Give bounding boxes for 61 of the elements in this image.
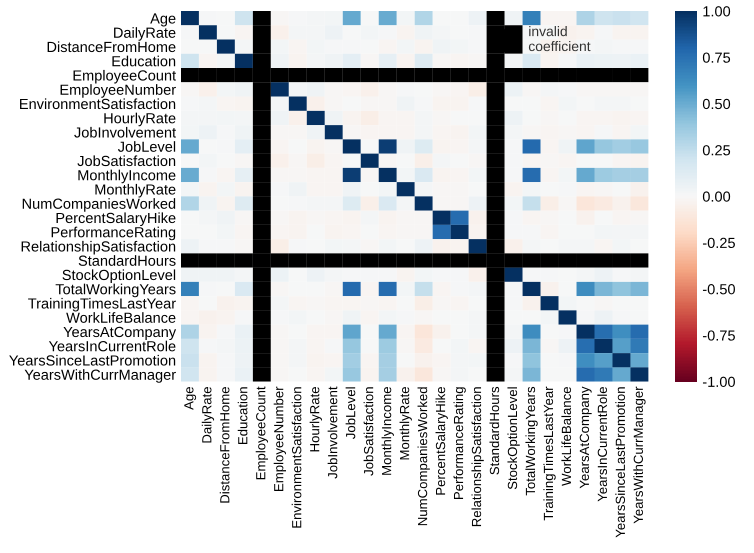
color-bar-label: -0.25 bbox=[702, 238, 735, 248]
x-tick-label: JobInvolvement bbox=[328, 386, 338, 479]
x-tick-label: YearsSinceLastPromotion bbox=[615, 387, 626, 538]
y-tick-label: YearsInCurrentRole bbox=[48, 340, 176, 352]
y-tick-label: EmployeeCount bbox=[74, 70, 176, 84]
x-tick-label: MonthlyRate bbox=[400, 387, 412, 460]
y-tick-label: DailyRate bbox=[114, 27, 176, 41]
y-tick-label: TotalWorkingYears bbox=[56, 284, 176, 298]
y-tick-label: JobSatisfaction bbox=[77, 155, 176, 166]
y-tick-label: JobInvolvement bbox=[74, 126, 176, 138]
x-tick-label: YearsInCurrentRole bbox=[597, 387, 608, 502]
y-tick-label: EmployeeNumber bbox=[60, 84, 176, 98]
x-tick-label: NumCompaniesWorked bbox=[418, 387, 430, 526]
x-tick-label: YearsAtCompany bbox=[580, 386, 592, 488]
y-tick-label: RelationshipSatisfaction bbox=[22, 240, 176, 254]
x-tick-label: DailyRate bbox=[202, 387, 214, 443]
x-tick-label: Age bbox=[184, 387, 196, 410]
x-tick-label: HourlyRate bbox=[310, 387, 322, 452]
y-tick-label: WorkLifeBalance bbox=[66, 312, 176, 323]
x-tick-label: MonthlyIncome bbox=[382, 387, 394, 475]
y-tick-label: YearsSinceLastPromotion bbox=[9, 354, 176, 366]
y-tick-label: JobLevel bbox=[118, 141, 176, 152]
color-bar-label: -1.00 bbox=[702, 376, 735, 387]
x-tick-label: TotalWorkingYears bbox=[525, 386, 538, 496]
x-tick-label: PerformanceRating bbox=[454, 387, 466, 500]
y-tick-label: EnvironmentSatisfaction bbox=[20, 98, 176, 110]
color-bar-label: 1.00 bbox=[703, 6, 730, 16]
y-tick-label: DistanceFromHome bbox=[48, 41, 176, 52]
y-tick-label: YearsWithCurrManager bbox=[24, 369, 176, 383]
x-tick-label: EmployeeNumber bbox=[274, 386, 286, 491]
x-tick-label: PercentSalaryHike bbox=[436, 387, 448, 495]
x-tick-label: EnvironmentSatisfaction bbox=[292, 387, 302, 528]
x-tick-label: JobSatisfaction bbox=[364, 387, 374, 476]
y-tick-label: Education bbox=[112, 56, 176, 66]
x-tick-label: RelationshipSatisfaction bbox=[471, 387, 484, 526]
y-tick-label: Age bbox=[150, 13, 176, 26]
x-tick-label: JobLevel bbox=[346, 387, 356, 440]
y-tick-label: StandardHours bbox=[78, 255, 176, 266]
y-tick-label: MonthlyRate bbox=[95, 184, 176, 198]
color-bar-label: -0.75 bbox=[702, 330, 735, 341]
x-tick-label: StandardHours bbox=[489, 386, 500, 475]
x-tick-label: StockOptionLevel bbox=[507, 387, 520, 490]
y-tick-label: StockOptionLevel bbox=[62, 269, 176, 283]
color-bar-label: 0.75 bbox=[702, 52, 730, 63]
color-bar-label: 0.25 bbox=[702, 145, 730, 156]
y-tick-label: PercentSalaryHike bbox=[56, 212, 176, 226]
annotation: invalid coefficient bbox=[528, 26, 590, 52]
y-tick-label: HourlyRate bbox=[104, 112, 176, 126]
x-tick-label: TrainingTimesLastYear bbox=[543, 386, 556, 520]
y-tick-label: YearsAtCompany bbox=[63, 326, 176, 340]
y-tick-label: MonthlyIncome bbox=[78, 170, 176, 184]
x-tick-label: YearsWithCurrManager bbox=[633, 386, 646, 524]
x-tick-label: Education bbox=[238, 387, 248, 444]
y-tick-label: TrainingTimesLastYear bbox=[28, 298, 176, 312]
color-bar-label: 0.00 bbox=[702, 191, 730, 202]
y-tick-label: PerformanceRating bbox=[52, 226, 176, 240]
color-bar-label: 0.50 bbox=[702, 98, 730, 110]
y-tick-label: NumCompaniesWorked bbox=[22, 198, 176, 212]
x-tick-label: EmployeeCount bbox=[256, 386, 268, 480]
color-bar-label: -0.50 bbox=[702, 284, 735, 294]
x-tick-label: WorkLifeBalance bbox=[561, 387, 572, 486]
